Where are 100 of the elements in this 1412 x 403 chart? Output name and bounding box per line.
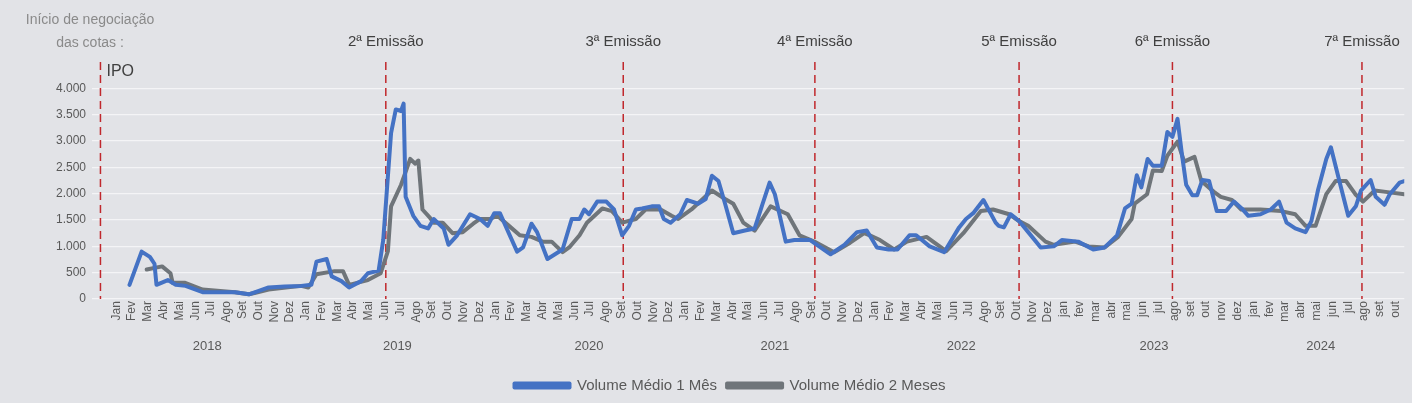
x-tick-label: set [1372, 300, 1387, 318]
x-tick-label: jun [1135, 301, 1150, 319]
x-tick-label: Jan [866, 301, 881, 321]
x-tick-label: jul [1150, 301, 1165, 315]
y-tick-label: 500 [66, 265, 87, 280]
x-tick-label: mar [1277, 301, 1292, 322]
ref-line-label: 5ª Emissão [981, 32, 1057, 50]
x-tick-label: Mar [329, 301, 344, 322]
x-tick-label: Jun [756, 301, 771, 321]
y-tick-label: 2.000 [56, 186, 87, 201]
x2-tick-label: 2022 [946, 337, 976, 353]
x-tick-label: dez [1229, 301, 1244, 321]
x-tick-label: Mar [708, 301, 723, 322]
x-tick-label: set [1182, 300, 1197, 318]
x-tick-label: Out [250, 300, 265, 321]
y-tick-label: 3.000 [56, 133, 87, 148]
x-tick-label: mar [1087, 301, 1102, 322]
x-tick-label: out [1387, 300, 1402, 318]
x-tick-label: Abr [345, 301, 360, 320]
x2-tick-label: 2019 [382, 337, 412, 353]
x2-tick-label: 2018 [192, 337, 222, 353]
x-tick-label: Mar [140, 301, 155, 322]
x-tick-label: Nov [456, 301, 471, 323]
x2-tick-label: 2020 [574, 337, 604, 353]
x-tick-label: Jul [392, 301, 407, 317]
x-tick-label: Nov [1024, 301, 1039, 323]
x-tick-label: Nov [835, 301, 850, 323]
legend-label: Volume Médio 2 Meses [789, 375, 946, 393]
x-tick-label: Out [819, 300, 834, 321]
x-tick-label: Jun [377, 301, 392, 321]
y-tick-label: 1.500 [56, 212, 87, 227]
x-tick-label: Set [613, 300, 628, 320]
x-tick-label: Nov [645, 301, 660, 323]
x-tick-label: Nov [266, 301, 281, 323]
x-tick-label: Jan [298, 301, 313, 321]
x-tick-label: Abr [535, 301, 550, 320]
x-tick-label: Set [803, 300, 818, 320]
x-tick-label: Mai [171, 301, 186, 321]
x-tick-label: ago [1356, 300, 1371, 322]
x-tick-label: Dez [661, 301, 676, 323]
y-tick-label: 4.000 [56, 80, 87, 95]
ref-line-label: 3ª Emissão [585, 32, 662, 50]
x-tick-label: fev [1072, 301, 1087, 318]
x-tick-label: jan [1245, 301, 1260, 319]
x-tick-label: jan [1056, 301, 1071, 319]
x-tick-label: abr [1103, 301, 1118, 319]
text: Início de negociação das cotas : [25, 10, 155, 50]
x-tick-label: mai [1119, 301, 1134, 321]
y-tick-label: 3.500 [56, 106, 87, 121]
x-tick-label: Jul [582, 301, 597, 317]
x-tick-label: Out [1008, 300, 1023, 321]
x-tick-label: Jun [187, 301, 202, 321]
x-tick-label: Jun [945, 301, 960, 321]
x-tick-label: Jun [566, 301, 581, 321]
x-tick-label: Set [424, 300, 439, 320]
x-tick-label: Abr [155, 301, 170, 320]
x-tick-label: Ago [219, 300, 234, 323]
x-tick-label: Dez [850, 301, 865, 323]
x-tick-label: Set [993, 300, 1008, 320]
x-tick-label: Out [629, 300, 644, 321]
x-tick-label: jun [1324, 301, 1339, 319]
ref-line-label: 4ª Emissão [777, 32, 853, 50]
x-tick-label: ago [1166, 300, 1181, 322]
x-tick-label: Ago [598, 300, 613, 323]
ref-line-label: IPO [106, 62, 135, 80]
x-tick-label: out [1198, 300, 1213, 318]
x-tick-label: Fev [692, 301, 707, 322]
x-tick-label: Dez [471, 301, 486, 323]
legend-label: Volume Médio 1 Mês [577, 375, 718, 393]
y-tick-label: 0 [79, 291, 87, 306]
x-tick-label: Abr [914, 301, 929, 320]
x-tick-label: Mai [550, 301, 565, 321]
x-tick-label: Jan [108, 301, 123, 321]
x-tick-label: Fev [124, 301, 139, 322]
x-tick-label: Jul [961, 301, 976, 317]
x-tick-label: abr [1293, 301, 1308, 319]
ref-line-label: 6ª Emissão [1134, 32, 1211, 50]
x-tick-label: Ago [977, 300, 992, 323]
x-tick-label: Jan [487, 301, 502, 321]
x-tick-label: Fev [313, 301, 328, 322]
y-tick-label: 2.500 [56, 159, 87, 174]
x-tick-label: Ago [787, 300, 802, 323]
ref-line-label: 7ª Emissão [1324, 32, 1400, 50]
x2-tick-label: 2021 [760, 337, 790, 353]
x-tick-label: Jul [203, 301, 218, 317]
x-tick-label: Abr [724, 301, 739, 320]
x-tick-label: Fev [503, 301, 518, 322]
x-tick-label: Mai [929, 301, 944, 321]
x-tick-label: Dez [282, 301, 297, 323]
x2-tick-label: 2024 [1306, 337, 1336, 353]
x-tick-label: jul [1340, 301, 1355, 315]
y-tick-label: 1.000 [56, 238, 87, 253]
x-tick-label: Mai [740, 301, 755, 321]
x-tick-label: Mar [898, 301, 913, 322]
x-tick-label: Mai [361, 301, 376, 321]
x-tick-label: Dez [1040, 301, 1055, 323]
ref-line-label: 2ª Emissão [348, 32, 424, 50]
x-tick-label: Fev [882, 301, 897, 322]
x-tick-label: Mar [519, 301, 534, 322]
x-tick-label: mai [1308, 301, 1323, 321]
